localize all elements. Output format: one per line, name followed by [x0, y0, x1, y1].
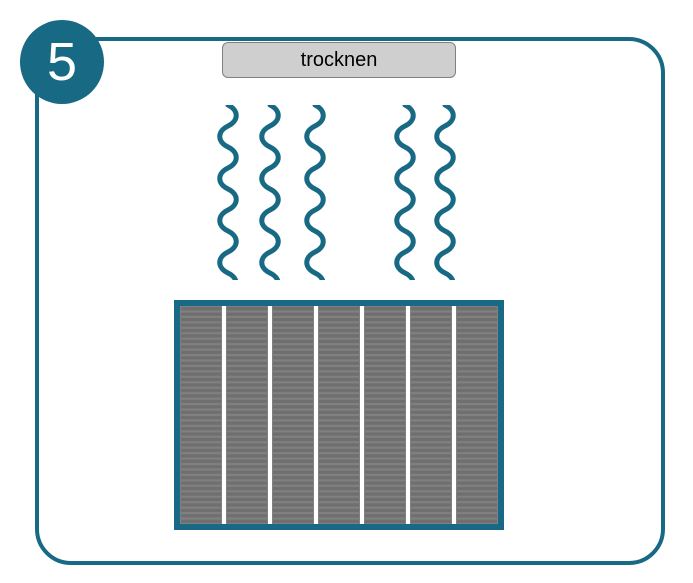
drying-filter-slats — [174, 300, 504, 530]
drying-filter-icon — [174, 300, 504, 530]
step-number: 5 — [47, 31, 77, 93]
stage: 5 trocknen — [0, 0, 693, 583]
step-label-text: trocknen — [301, 49, 378, 72]
step-label: trocknen — [222, 42, 456, 78]
steam-lines-icon — [210, 105, 462, 280]
step-number-badge: 5 — [20, 20, 104, 104]
